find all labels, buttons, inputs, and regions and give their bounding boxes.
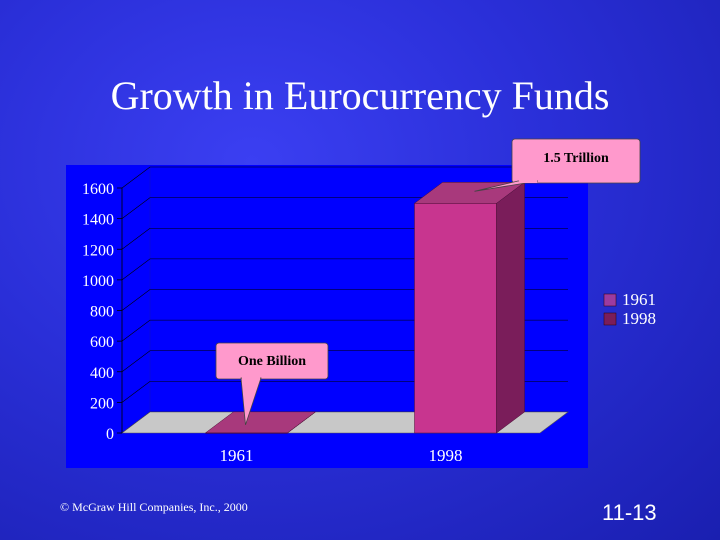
callout-1-5-trillion: 1.5 Trillion [474, 138, 641, 192]
bar-1998 [413, 181, 526, 434]
y-tick-label: 1600 [82, 181, 114, 198]
legend-label: 1961 [622, 290, 656, 309]
callout-label: 1.5 Trillion [543, 151, 609, 166]
callout-box [215, 342, 329, 380]
callout-one-billion: One Billion [215, 342, 329, 425]
x-tick-label: 1961 [220, 446, 254, 465]
bar-front [414, 203, 497, 434]
callout-label: One Billion [238, 354, 306, 369]
slide-title: Growth in Eurocurrency Funds [110, 73, 610, 118]
legend-label: 1998 [622, 309, 656, 328]
slide-number: 11-13 [602, 500, 657, 525]
callout-box [511, 138, 641, 184]
gridline [121, 166, 568, 189]
y-tick-label: 1000 [82, 273, 114, 290]
y-tick-label: 0 [106, 426, 114, 443]
chart-area: 0 200 400 600 800 1000 1200 1400 1600 1961 1998 196… [66, 138, 656, 468]
legend-swatch [603, 293, 617, 307]
callout-pointer-mask [519, 179, 537, 183]
y-tick-label: 1400 [82, 212, 114, 229]
callout-pointer-mask [242, 376, 260, 380]
y-tick-label: 1200 [82, 242, 114, 259]
y-tick-label: 200 [90, 395, 114, 412]
bar-side [496, 181, 525, 434]
y-tick-label: 400 [90, 365, 114, 382]
bar-1961 [204, 411, 317, 434]
y-tick-label: 800 [90, 304, 114, 321]
legend-swatch [603, 312, 617, 326]
bar-top [204, 411, 317, 434]
x-tick-label: 1998 [429, 446, 463, 465]
y-tick-label: 600 [90, 334, 114, 351]
copyright-footer: © McGraw Hill Companies, Inc., 2000 [60, 500, 248, 514]
